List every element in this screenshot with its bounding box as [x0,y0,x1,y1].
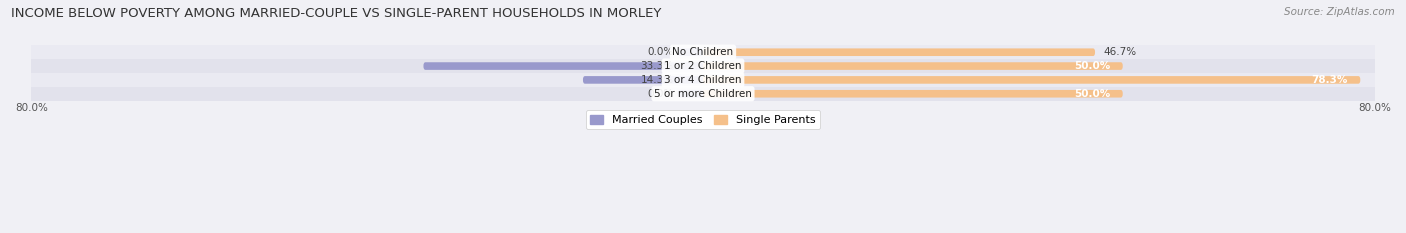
Text: 1 or 2 Children: 1 or 2 Children [664,61,742,71]
Text: 33.3%: 33.3% [641,61,673,71]
Text: 50.0%: 50.0% [1074,61,1111,71]
Bar [31,87,1375,101]
Text: Source: ZipAtlas.com: Source: ZipAtlas.com [1284,7,1395,17]
FancyBboxPatch shape [423,62,703,70]
FancyBboxPatch shape [703,48,1095,56]
Text: 46.7%: 46.7% [1104,47,1136,57]
Bar [31,45,1375,59]
FancyBboxPatch shape [678,90,703,98]
Text: 78.3%: 78.3% [1312,75,1348,85]
Bar [31,59,1375,73]
Text: 3 or 4 Children: 3 or 4 Children [664,75,742,85]
FancyBboxPatch shape [703,90,1123,98]
Text: 14.3%: 14.3% [641,75,673,85]
FancyBboxPatch shape [703,76,1360,84]
FancyBboxPatch shape [583,76,703,84]
FancyBboxPatch shape [678,48,703,56]
Text: 50.0%: 50.0% [1074,89,1111,99]
Text: INCOME BELOW POVERTY AMONG MARRIED-COUPLE VS SINGLE-PARENT HOUSEHOLDS IN MORLEY: INCOME BELOW POVERTY AMONG MARRIED-COUPL… [11,7,662,20]
Text: No Children: No Children [672,47,734,57]
Text: 0.0%: 0.0% [647,47,673,57]
Legend: Married Couples, Single Parents: Married Couples, Single Parents [586,110,820,130]
Text: 0.0%: 0.0% [647,89,673,99]
Text: 5 or more Children: 5 or more Children [654,89,752,99]
FancyBboxPatch shape [703,62,1123,70]
Bar [31,73,1375,87]
